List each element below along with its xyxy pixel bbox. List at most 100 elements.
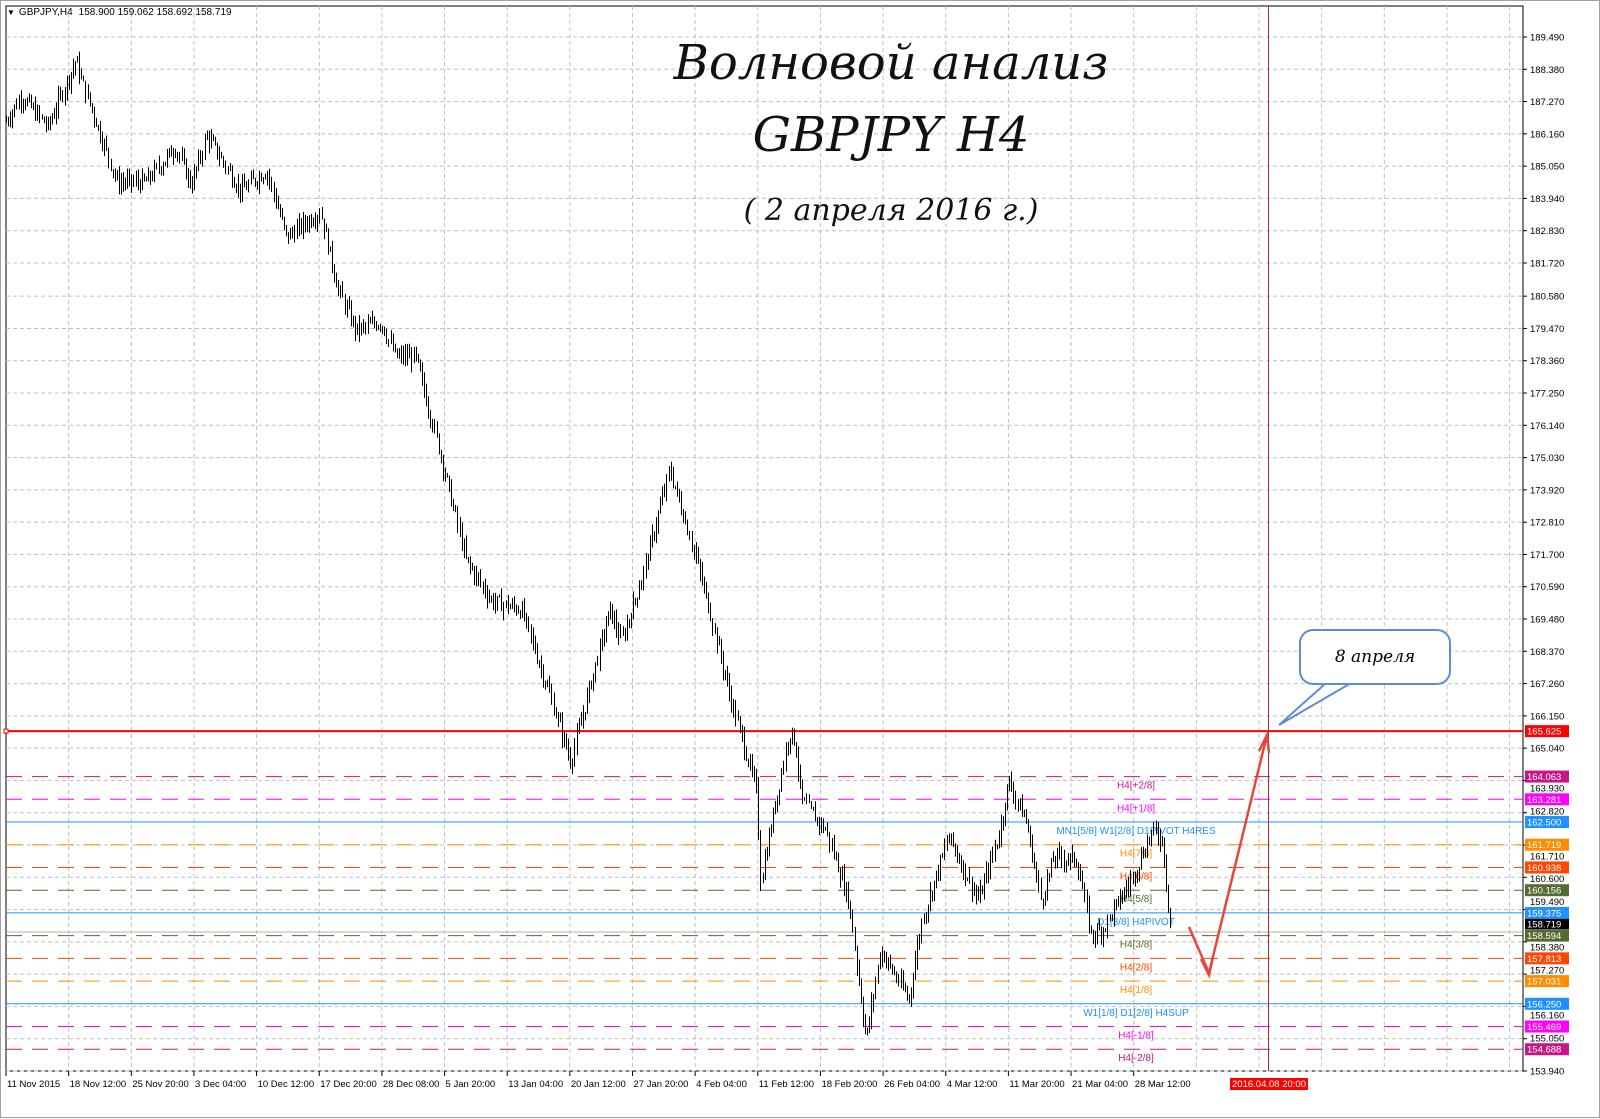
level-label: W1[1/8] D1[2/8] H4SUP (1083, 1008, 1189, 1019)
x-tick-label: 4 Feb 04:00 (696, 1079, 747, 1090)
level-price-label: 157.813 (1527, 954, 1561, 965)
callout-pointer (1278, 682, 1352, 726)
y-tick-label: 168.370 (1530, 647, 1564, 658)
vline-time-label: 2016.04.08 20:00 (1232, 1079, 1306, 1090)
y-tick-label: 185.050 (1530, 162, 1564, 173)
level-price-label: 159.375 (1527, 908, 1561, 919)
y-tick-label: 186.160 (1530, 129, 1564, 140)
y-tick-label: 173.920 (1530, 485, 1564, 496)
y-tick-label: 170.590 (1530, 582, 1564, 593)
y-tick-label: 175.030 (1530, 453, 1564, 464)
x-tick-label: 26 Feb 04:00 (884, 1079, 940, 1090)
x-tick-label: 21 Mar 04:00 (1072, 1079, 1128, 1090)
x-tick-label: 27 Jan 20:00 (634, 1079, 689, 1090)
level-price-tag (1525, 725, 1569, 738)
y-tick-label: 163.930 (1530, 783, 1564, 794)
level-label: H4[1/8] (1120, 985, 1152, 996)
level-price-label: 156.250 (1527, 999, 1561, 1010)
level-price-tag (1525, 906, 1569, 919)
bid-price-label: 158.719 (1527, 919, 1561, 930)
level-price-tag (1525, 838, 1569, 851)
level-label: D1[3/8] H4PIVOT (1097, 917, 1175, 928)
level-label: H4[2/8] (1120, 962, 1152, 973)
level-label: H4[-2/8] (1118, 1053, 1154, 1064)
y-tick-label: 180.580 (1530, 292, 1564, 303)
y-tick-label: 182.830 (1530, 226, 1564, 237)
title-line-2: GBPJPY H4 (752, 107, 1030, 163)
level-label: H4[6/8] (1120, 871, 1152, 882)
x-tick-label: 5 Jan 20:00 (446, 1079, 496, 1090)
level-price-tag (1525, 952, 1569, 965)
vline-time-tag (1230, 1078, 1308, 1090)
arrowhead-up-icon (1257, 730, 1271, 754)
y-tick-label: 167.260 (1530, 679, 1564, 690)
level-label: H4[3/8] (1120, 940, 1152, 951)
level-price-label: 158.594 (1527, 931, 1561, 942)
x-tick-label: 25 Nov 20:00 (132, 1079, 189, 1090)
y-tick-label: 181.720 (1530, 258, 1564, 269)
y-tick-label: 161.710 (1530, 851, 1564, 862)
y-tick-label: 172.810 (1530, 518, 1564, 529)
symbol-label: GBPJPY,H4 (18, 7, 73, 18)
line-handle[interactable] (3, 728, 9, 734)
y-tick-label: 169.480 (1530, 615, 1564, 626)
y-tick-label: 187.270 (1530, 97, 1564, 108)
x-tick-label: 3 Dec 04:00 (195, 1079, 246, 1090)
y-tick-label: 153.940 (1530, 1067, 1564, 1078)
x-tick-label: 18 Feb 20:00 (821, 1079, 877, 1090)
x-tick-label: 10 Dec 12:00 (258, 1079, 315, 1090)
bid-price-tag (1525, 918, 1569, 930)
y-tick-label: 155.050 (1530, 1034, 1564, 1045)
y-tick-label: 176.140 (1530, 421, 1564, 432)
y-tick-label: 156.160 (1530, 1011, 1564, 1022)
y-tick-label: 157.270 (1530, 965, 1564, 976)
level-label: H4[+1/8] (1117, 803, 1155, 814)
x-tick-label: 28 Dec 08:00 (383, 1079, 440, 1090)
level-price-label: 162.500 (1527, 818, 1561, 829)
level-price-label: 161.719 (1527, 840, 1561, 851)
y-tick-label: 166.150 (1530, 711, 1564, 722)
level-price-tag (1525, 1020, 1569, 1033)
y-tick-label: 171.700 (1530, 550, 1564, 561)
level-price-tag (1525, 816, 1569, 829)
level-price-label: 163.281 (1527, 795, 1561, 806)
level-price-tag (1525, 884, 1569, 897)
level-price-tag (1525, 929, 1569, 942)
x-tick-label: 11 Feb 12:00 (759, 1079, 814, 1090)
level-price-label: 157.031 (1527, 977, 1561, 988)
arrowhead-down-icon (1199, 956, 1215, 979)
y-tick-label: 188.380 (1530, 65, 1564, 76)
level-price-tag (1525, 861, 1569, 874)
forecast-arrow-path (1187, 738, 1268, 977)
y-tick-label: 178.360 (1530, 356, 1564, 367)
y-tick-label: 162.820 (1530, 806, 1564, 817)
y-tick-label: 158.380 (1530, 942, 1564, 953)
x-tick-label: 28 Mar 12:00 (1135, 1079, 1191, 1090)
y-tick-label: 183.940 (1530, 194, 1564, 205)
x-tick-label: 17 Dec 20:00 (320, 1079, 377, 1090)
level-price-label: 164.063 (1527, 772, 1561, 783)
level-price-tag (1525, 997, 1569, 1010)
level-price-label: 160.156 (1527, 886, 1561, 897)
title-line-3: ( 2 апреля 2016 г.) (743, 193, 1039, 228)
level-label: H4[5/8] (1120, 894, 1152, 905)
x-tick-label: 11 Mar 20:00 (1009, 1079, 1064, 1090)
y-tick-label: 177.250 (1530, 389, 1564, 400)
title-line-1: Волновой анализ (673, 35, 1109, 91)
level-label: H4[-1/8] (1118, 1031, 1154, 1042)
y-tick-label: 159.490 (1530, 897, 1564, 908)
level-price-tag (1525, 975, 1569, 988)
level-label: H4[+2/8] (1117, 781, 1155, 792)
x-tick-label: 18 Nov 12:00 (70, 1079, 127, 1090)
x-tick-label: 20 Jan 12:00 (571, 1079, 626, 1090)
dropdown-triangle-icon[interactable]: ▼ (7, 8, 15, 17)
ohlc-readout: 158.900 159.062 158.692 158.719 (78, 7, 232, 18)
y-tick-label: 160.600 (1530, 874, 1564, 885)
chart-header: ▼ GBPJPY,H4 158.900 159.062 158.692 158.71… (7, 7, 232, 18)
callout-8-april[interactable]: 8 апреля (1299, 629, 1451, 685)
level-price-tag (1525, 770, 1569, 783)
level-price-tag (1525, 1043, 1569, 1056)
level-label: H4[7/8] (1120, 849, 1152, 860)
